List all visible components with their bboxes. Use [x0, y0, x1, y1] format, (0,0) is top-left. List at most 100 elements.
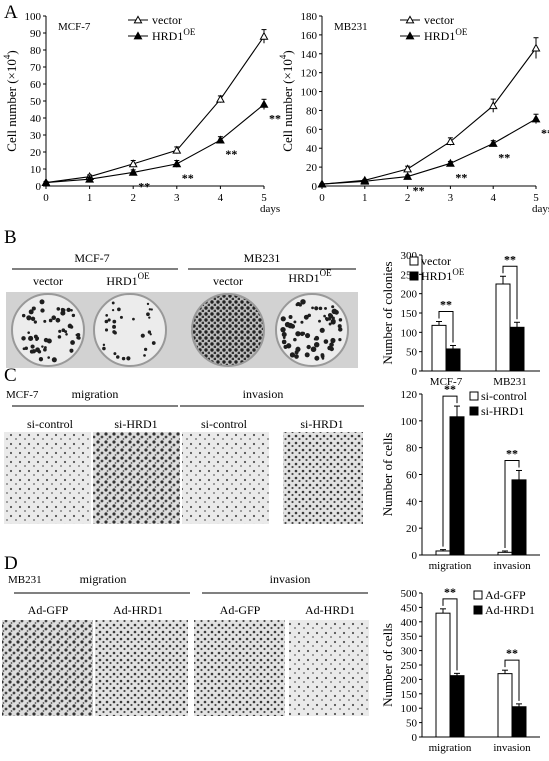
bar [449, 416, 465, 556]
colony [314, 306, 319, 311]
data-point [488, 101, 498, 110]
bar [435, 550, 451, 556]
y-tick-label: 60 [306, 124, 318, 136]
x-tick-label: invasion [493, 560, 531, 572]
colony [304, 352, 310, 358]
data-point [360, 176, 370, 185]
panel-label-c: C [4, 365, 17, 386]
data-point [128, 159, 138, 168]
y-tick-label: 140 [301, 49, 318, 61]
legend-swatch [409, 271, 419, 281]
legend-label: si-HRD1 [481, 404, 524, 418]
y-tick-label: 150 [401, 308, 418, 320]
significance-mark: ** [413, 184, 425, 198]
x-tick-label: 1 [87, 192, 93, 204]
colony [71, 313, 76, 318]
colony [324, 306, 327, 310]
bar [509, 326, 525, 372]
x-tick-label: 0 [319, 192, 325, 204]
colony [40, 308, 45, 313]
significance-bracket [442, 395, 458, 547]
section-label-migration-d: migration [80, 572, 127, 586]
colony [51, 315, 57, 320]
transwell-c-sihrd1-invasion [283, 432, 363, 524]
panel-label-d: D [4, 553, 18, 574]
colony [66, 307, 71, 313]
y-tick-label: 450 [401, 602, 418, 614]
colony [146, 302, 150, 306]
colony [281, 332, 287, 338]
x-tick-label: 4 [490, 192, 496, 204]
x-tick-label: 3 [174, 192, 180, 204]
series-line-2 [45, 103, 265, 184]
colony [331, 305, 335, 309]
y-tick-label: 500 [401, 588, 418, 600]
colony [53, 359, 57, 363]
y-tick-label: 120 [301, 68, 318, 80]
colony [43, 319, 47, 323]
colony [282, 336, 286, 340]
colony [321, 357, 325, 360]
colony [148, 316, 151, 319]
colony [69, 325, 74, 329]
image-label-c-2: si-HRD1 [114, 417, 157, 431]
colony [314, 355, 320, 361]
colony [30, 344, 35, 349]
colony [33, 334, 38, 339]
bar [497, 673, 513, 738]
significance-mark: ** [506, 446, 518, 460]
group-label-mcf7: MCF-7 [74, 251, 109, 265]
x-tick-label: 2 [130, 192, 136, 204]
colony [300, 320, 304, 324]
colony [21, 313, 26, 318]
y-tick-label: 150 [401, 689, 418, 701]
colony [323, 339, 329, 344]
transwell-d-adhrd1-invasion [289, 620, 369, 716]
y-axis-label: Cell number (×104) [2, 50, 19, 151]
y-tick-label: 350 [401, 631, 418, 643]
transwell-c-sihrd1-migration [93, 432, 180, 524]
cell-line-label-c: MCF-7 [6, 389, 39, 401]
colony [149, 333, 152, 336]
bar [431, 324, 447, 372]
panel-label-a: A [4, 2, 18, 23]
colony [314, 335, 320, 341]
colony [30, 316, 36, 321]
legend-label: vector [421, 254, 451, 268]
bar-chart-cells-mb231: 0 50 100 150 200 250 300 350 400 450 500 Number of … [380, 585, 540, 754]
colony [41, 345, 44, 348]
colony [64, 330, 68, 334]
x-tick-label: 5 [533, 192, 539, 204]
y-tick-label: 250 [401, 660, 418, 672]
legend-marker [133, 15, 143, 24]
series-line-1 [321, 47, 537, 185]
image-label-d-4: Ad-HRD1 [305, 603, 355, 617]
bar [445, 348, 461, 372]
y-tick-label: 0 [412, 550, 418, 562]
colony [140, 333, 145, 338]
panel-label-b: B [4, 227, 17, 248]
colony [320, 354, 325, 359]
colony [338, 318, 343, 322]
image-label-d-1: Ad-GFP [28, 603, 69, 617]
colony [293, 320, 297, 324]
bar [449, 675, 465, 738]
significance-mark: ** [269, 111, 281, 125]
dish-label-1: vector [33, 274, 63, 288]
y-tick-label: 20 [30, 147, 42, 159]
x-tick-label: migration [429, 560, 472, 572]
legend-label: HRD1OE [421, 267, 465, 283]
colony [295, 331, 301, 337]
x-axis-label: days [532, 203, 549, 215]
legend-marker [405, 15, 415, 24]
colony [300, 299, 306, 305]
image-label-c-3: si-control [201, 417, 248, 431]
image-label-c-1: si-control [27, 417, 74, 431]
colony [47, 356, 51, 359]
dish-mb231-hrd1oe [275, 293, 349, 367]
colony [319, 327, 325, 333]
data-point [403, 164, 413, 173]
significance-mark: ** [506, 646, 518, 660]
bar [497, 551, 513, 556]
